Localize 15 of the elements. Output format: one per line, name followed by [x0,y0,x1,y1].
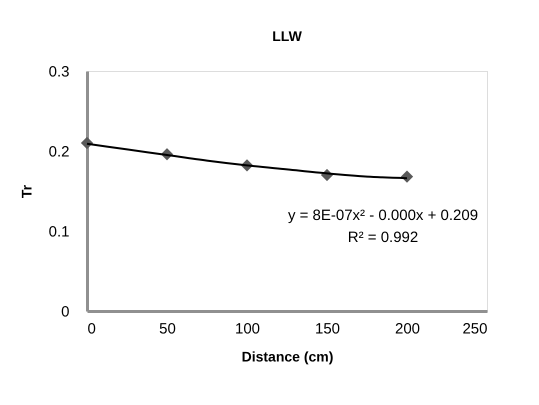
y-axis-title: Tr [18,184,35,198]
annotation: R² = 0.992 [348,229,418,246]
annotation: y = 8E-07x² - 0.000x + 0.209 [288,207,478,224]
x-tick-label: 50 [159,320,176,338]
y-tick-label: 0.1 [48,224,70,240]
y-tick-label: 0.2 [48,144,70,160]
x-tick-label: 0 [88,320,96,338]
x-tick-label: 250 [462,320,488,338]
y-tick-label: 0.3 [48,64,70,80]
x-axis-title: Distance (cm) [242,348,334,364]
y-tick-label: 0 [61,304,70,320]
chart-title: LLW [272,28,303,44]
x-tick-label: 100 [234,320,260,338]
x-tick-label: 200 [394,320,420,338]
x-tick-label: 150 [314,320,340,338]
